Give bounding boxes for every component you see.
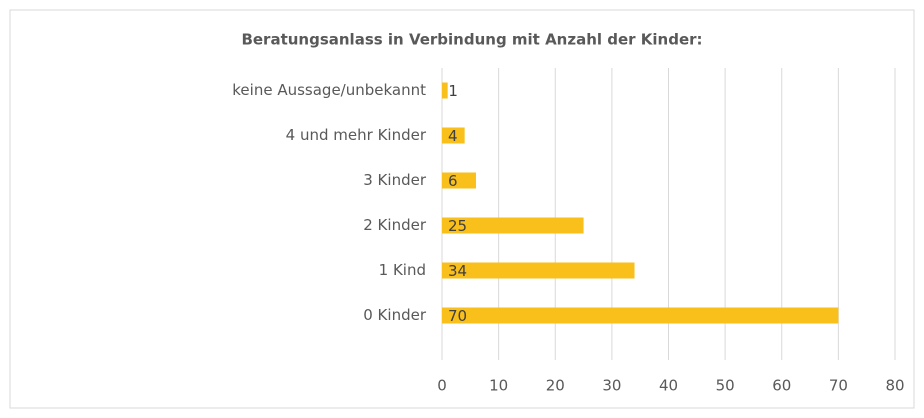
x-tick-label: 80	[885, 377, 904, 395]
value-label: 4	[448, 127, 458, 145]
bar	[442, 172, 476, 189]
y-tick-label: 1 Kind	[379, 261, 426, 279]
x-tick-label: 10	[489, 377, 508, 395]
y-tick-label: 3 Kinder	[363, 171, 427, 189]
value-label: 6	[448, 172, 458, 190]
value-label: 70	[448, 307, 467, 325]
chart-frame	[9, 9, 915, 409]
y-tick-label: 2 Kinder	[363, 216, 427, 234]
value-label: 1	[448, 82, 458, 100]
bar	[442, 127, 465, 144]
x-tick-label: 30	[602, 377, 621, 395]
x-tick-label: 0	[437, 377, 447, 395]
bar	[442, 307, 839, 324]
y-tick-label: keine Aussage/unbekannt	[232, 81, 426, 99]
value-label: 25	[448, 217, 467, 235]
x-tick-label: 40	[659, 377, 678, 395]
y-tick-label: 4 und mehr Kinder	[286, 126, 427, 144]
value-label: 34	[448, 262, 467, 280]
bar	[442, 217, 584, 234]
chart-title: Beratungsanlass in Verbindung mit Anzahl…	[241, 31, 702, 49]
y-tick-label: 0 Kinder	[363, 306, 427, 324]
bar	[442, 262, 635, 279]
x-tick-label: 50	[716, 377, 735, 395]
x-tick-label: 20	[546, 377, 565, 395]
bar	[442, 82, 448, 99]
x-tick-label: 70	[829, 377, 848, 395]
x-tick-label: 60	[772, 377, 791, 395]
